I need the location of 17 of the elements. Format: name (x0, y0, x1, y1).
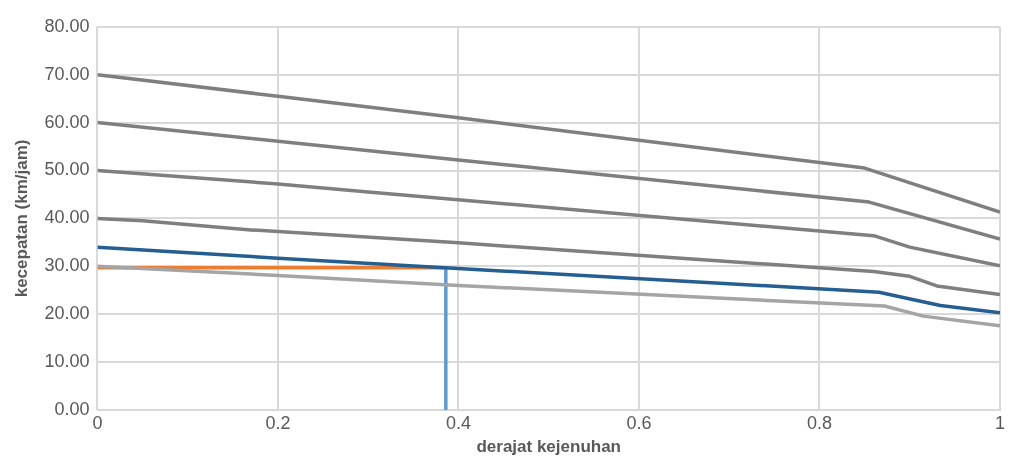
y-tick-label: 40.00 (44, 207, 90, 228)
x-axis-title: derajat kejenuhan (476, 437, 621, 457)
y-tick-label: 70.00 (44, 63, 90, 84)
y-axis-title: kecepatan (km/jam) (11, 139, 31, 298)
y-tick-label: 50.00 (44, 159, 90, 180)
y-tick-label: 30.00 (44, 255, 90, 276)
x-tick-label: 0.4 (445, 412, 471, 433)
x-tick-label: 0 (92, 412, 103, 433)
y-tick-label: 60.00 (44, 111, 90, 132)
x-tick-label: 1 (994, 412, 1005, 433)
y-tick-label: 20.00 (44, 303, 90, 324)
y-tick-label: 80.00 (44, 15, 90, 36)
x-tick-label: 0.6 (626, 412, 652, 433)
y-tick-label: 10.00 (44, 351, 90, 372)
y-tick-label: 0.00 (54, 398, 90, 419)
x-tick-label: 0.2 (265, 412, 291, 433)
x-tick-label: 0.8 (806, 412, 832, 433)
